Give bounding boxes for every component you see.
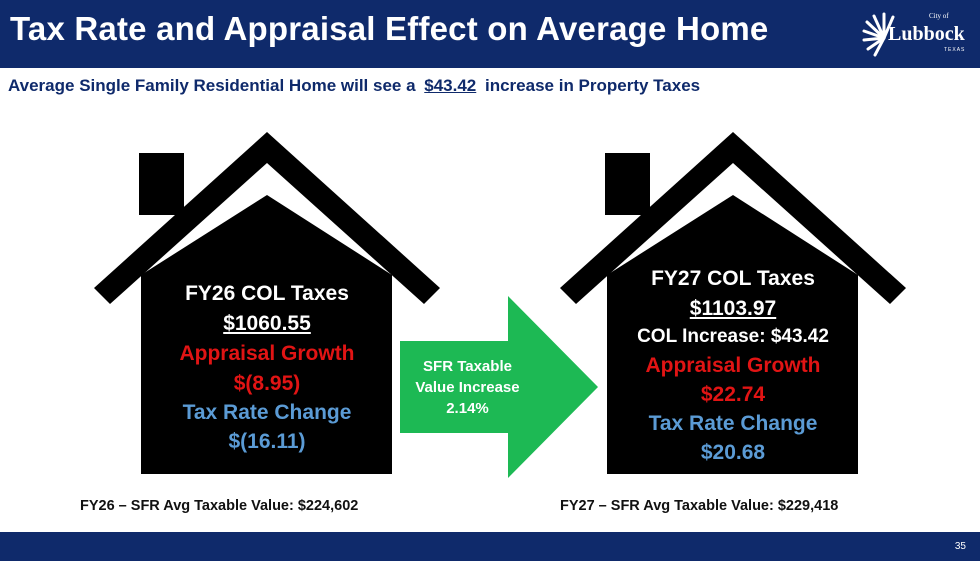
fy26-rate-value: $(16.11) [228, 430, 306, 453]
arrow-right-icon [400, 296, 598, 478]
title-bar: Tax Rate and Appraisal Effect on Average… [0, 0, 980, 68]
house-icon [560, 132, 906, 474]
fy26-rate-label: Tax Rate Change [182, 401, 352, 424]
page-title: Tax Rate and Appraisal Effect on Average… [10, 10, 769, 47]
arrow-line1: SFR Taxable [423, 358, 512, 375]
subtitle-after: increase in Property Taxes [485, 76, 701, 95]
sunburst-icon [862, 12, 895, 57]
subtitle: Average Single Family Residential Home w… [8, 76, 700, 96]
fy26-appraisal-label: Appraisal Growth [179, 342, 355, 365]
arrow-line2: Value Increase [415, 379, 520, 396]
logo-name: Lubbock [888, 23, 965, 45]
fy27-rate-label: Tax Rate Change [648, 412, 818, 435]
fy26-total: $1060.55 [223, 312, 311, 335]
fy27-house: FY27 COL Taxes $1103.97 COL Increase: $4… [550, 128, 916, 478]
fy27-title: FY27 COL Taxes [651, 267, 815, 290]
footer-bar: 35 [0, 532, 980, 561]
fy27-caption: FY27 – SFR Avg Taxable Value: $229,418 [560, 498, 839, 514]
fy26-caption: FY26 – SFR Avg Taxable Value: $224,602 [80, 498, 359, 514]
fy27-total: $1103.97 [689, 297, 777, 320]
subtitle-before: Average Single Family Residential Home w… [8, 76, 416, 95]
page-number: 35 [954, 541, 966, 552]
fy27-rate-value: $20.68 [700, 441, 766, 464]
city-logo: City of Lubbock TEXAS [862, 8, 972, 62]
logo-city-label: City of [929, 12, 949, 20]
fy27-increase: COL Increase: $43.42 [637, 326, 829, 347]
fy26-house: FY26 COL Taxes $1060.55 Appraisal Growth… [84, 128, 450, 478]
fy26-title: FY26 COL Taxes [185, 282, 349, 305]
fy27-appraisal-label: Appraisal Growth [645, 354, 821, 377]
arrow-line3: 2.14% [446, 400, 489, 417]
house-icon [94, 132, 440, 474]
logo-state: TEXAS [944, 47, 966, 53]
fy27-appraisal-value: $22.74 [700, 383, 766, 406]
subtitle-amount: $43.42 [424, 76, 477, 95]
fy26-appraisal-value: $(8.95) [233, 372, 301, 395]
